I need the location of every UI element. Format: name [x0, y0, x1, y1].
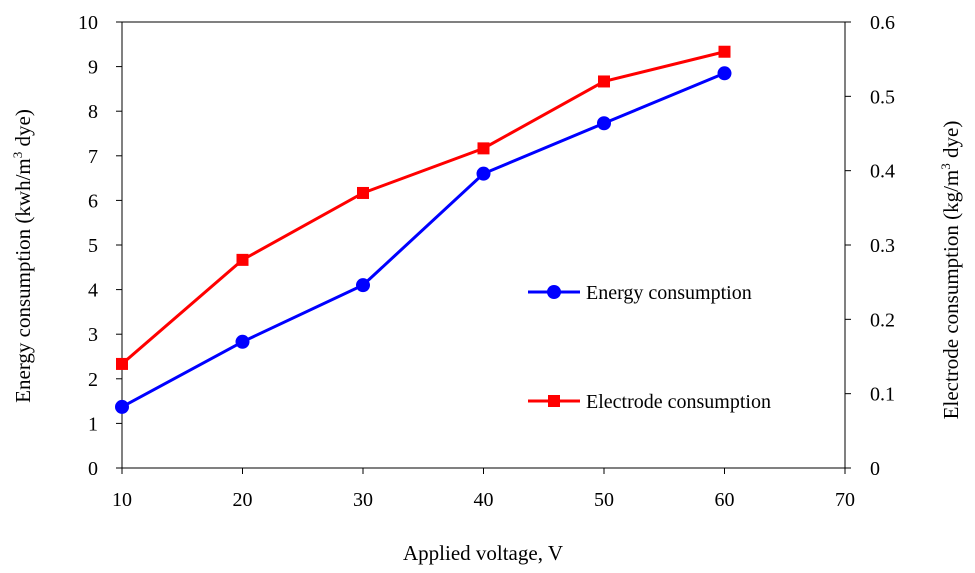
right-y-tick-label: 0.4: [870, 161, 895, 183]
x-tick-label: 60: [715, 489, 735, 511]
left-y-tick-label: 3: [88, 324, 98, 346]
left-y-tick-label: 5: [88, 235, 98, 257]
right-y-tick-label: 0.6: [870, 12, 895, 34]
right-y-tick-label: 0: [870, 458, 880, 480]
x-tick-label: 10: [112, 489, 132, 511]
electrode-data-point: [477, 142, 490, 155]
left-y-tick-label: 2: [88, 369, 98, 391]
energy-data-point: [356, 278, 370, 293]
energy-data-point: [717, 66, 732, 81]
x-axis-ticks: 10 20 30 40 50 60 70: [112, 468, 855, 511]
energy-data-point: [115, 399, 129, 414]
left-y-tick-label: 1: [88, 413, 98, 435]
electrode-data-point: [357, 186, 369, 199]
right-y-axis-label: Electrode consumption (kg/m3 dye): [938, 121, 963, 420]
left-y-tick-label: 7: [88, 146, 98, 168]
x-axis-label: Applied voltage, V: [403, 541, 563, 565]
x-tick-label: 20: [233, 489, 253, 511]
electrode-series-line: [121, 50, 725, 366]
electrode-data-point: [236, 253, 249, 266]
right-y-tick-label: 0.3: [870, 235, 895, 257]
energy-legend-label: Energy consumption: [586, 282, 752, 304]
electrode-data-point: [116, 357, 128, 370]
x-tick-label: 30: [353, 489, 373, 511]
electrode-legend-marker: [548, 395, 560, 407]
right-y-axis-ticks: 0 0.1 0.2 0.3 0.4 0.5 0.6: [845, 12, 895, 480]
right-y-tick-label: 0.1: [870, 384, 895, 406]
left-y-axis-label: Energy consumption (kwh/m3 dye): [10, 109, 35, 403]
x-tick-label: 70: [835, 489, 855, 511]
right-y-tick-label: 0.5: [870, 86, 895, 108]
left-y-tick-label: 0: [88, 458, 98, 480]
x-tick-label: 50: [594, 489, 614, 511]
energy-legend-marker: [547, 285, 561, 299]
left-y-axis-ticks: 0 1 2 3 4 5 6 7 8 9 10: [78, 12, 122, 480]
x-tick-label: 40: [474, 489, 494, 511]
energy-data-point: [597, 116, 611, 131]
series-layer: [115, 45, 732, 414]
energy-data-point: [476, 166, 491, 181]
left-y-tick-label: 9: [88, 57, 98, 79]
energy-series-line: [121, 71, 726, 409]
electrode-data-point: [718, 45, 731, 58]
energy-data-point: [235, 334, 250, 349]
electrode-legend-label: Electrode consumption: [586, 391, 771, 413]
left-y-tick-label: 8: [88, 101, 98, 123]
left-y-tick-label: 4: [88, 280, 98, 302]
electrode-data-point: [598, 75, 610, 88]
right-y-tick-label: 0.2: [870, 309, 895, 331]
left-y-tick-label: 10: [78, 12, 98, 34]
legend: Energy consumption Electrode consumption: [528, 282, 771, 413]
left-y-tick-label: 6: [88, 190, 98, 212]
